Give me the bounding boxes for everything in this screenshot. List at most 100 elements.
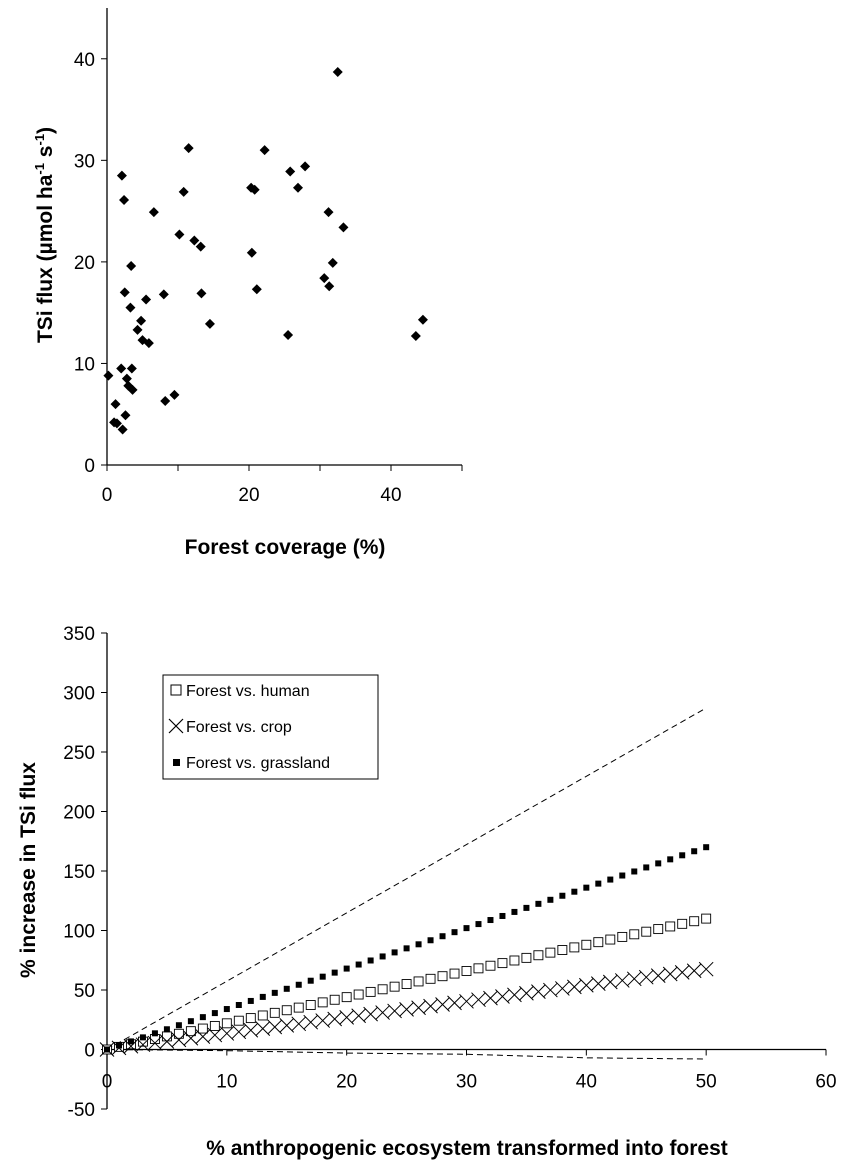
scatter-y-title-part1: TSi flux (µmol ha [34, 174, 57, 343]
series-point [243, 1022, 259, 1038]
series-point [271, 989, 278, 996]
increase-y-tick-label: 350 [63, 624, 95, 645]
legend-item-crop: Forest vs. crop [168, 718, 292, 736]
series-point [187, 1018, 194, 1025]
series-point [399, 1001, 414, 1017]
series-point [689, 916, 700, 927]
scatter-point [127, 384, 138, 395]
legend-grassland-marker [173, 759, 180, 766]
series-point [411, 1000, 426, 1016]
scatter-point [251, 284, 262, 295]
series-point [638, 969, 654, 985]
series-point [295, 981, 302, 988]
series-point [247, 997, 254, 1004]
scatter-point [259, 145, 270, 156]
series-point [653, 924, 664, 935]
series-point [435, 997, 450, 1012]
series-point [578, 977, 594, 993]
scatter-point [120, 410, 131, 421]
increase-bound-line-lower [106, 1049, 707, 1060]
scatter-points [103, 66, 428, 435]
series-point [531, 984, 546, 1000]
series-point [533, 950, 544, 961]
scatter-y-tick-label: 20 [74, 253, 95, 274]
series-point [679, 852, 686, 859]
series-point [535, 900, 542, 907]
series-point [159, 1034, 175, 1049]
scatter-point [160, 396, 171, 407]
series-point [701, 913, 712, 924]
legend-box [162, 674, 379, 780]
series-point [319, 973, 326, 980]
scatter-y-axis-title: TSi flux (µmol ha-1 s-1) [32, 127, 57, 343]
scatter-point [121, 373, 132, 384]
series-point [571, 888, 578, 895]
increase-chart: -50 0 50 100 150 200 250 300 350 0 10 20 30 40 50 60 Fo… [17, 624, 837, 1160]
series-point [353, 989, 364, 1000]
series-point [509, 955, 520, 966]
series-point [185, 1026, 196, 1037]
series-point [123, 1038, 139, 1054]
series-point [617, 931, 628, 942]
scatter-point [158, 289, 169, 300]
scatter-point [204, 318, 215, 329]
series-point [327, 1011, 343, 1027]
series-point [629, 929, 640, 940]
series-point [499, 912, 506, 919]
series-forest-vs-crop [99, 961, 714, 1057]
series-point [614, 973, 630, 988]
scatter-y-title-sup2: -1 [32, 134, 47, 146]
scatter-y-tick-label: 40 [74, 50, 95, 71]
legend-grassland-label: Forest vs. grassland [186, 755, 330, 772]
series-point [331, 969, 338, 976]
series-point [351, 1008, 367, 1024]
series-point [473, 963, 484, 974]
scatter-point [324, 281, 335, 292]
series-point [233, 1015, 244, 1026]
scatter-point [116, 170, 127, 181]
increase-y-tick-label: 0 [84, 1041, 95, 1062]
series-point [115, 1042, 122, 1049]
series-point [447, 995, 462, 1011]
series-point [293, 1002, 304, 1013]
series-point [415, 941, 422, 948]
series-point [449, 968, 460, 979]
series-point [427, 937, 434, 944]
increase-x-tick-label: 10 [216, 1072, 237, 1093]
series-point [221, 1018, 232, 1029]
scatter-point [143, 338, 154, 349]
series-point [555, 981, 570, 996]
series-point [317, 997, 328, 1008]
series-point [437, 971, 448, 982]
series-point [291, 1016, 307, 1032]
series-point [655, 860, 662, 867]
scatter-point [327, 257, 338, 268]
scatter-x-tick-label: 0 [102, 485, 113, 506]
series-point [497, 958, 508, 969]
series-point [686, 963, 702, 979]
series-point [569, 942, 580, 953]
increase-y-tick-label: 150 [63, 862, 95, 883]
scatter-point [189, 235, 200, 246]
series-point [665, 921, 676, 932]
series-point [511, 908, 518, 915]
series-point [543, 982, 558, 998]
series-point [463, 925, 470, 932]
series-point [197, 1023, 208, 1034]
series-point [677, 918, 688, 929]
series-point [593, 937, 604, 948]
legend-crop-marker [168, 718, 184, 734]
scatter-point [417, 314, 428, 325]
series-point [135, 1037, 151, 1053]
series-point [269, 1007, 280, 1018]
series-point [245, 1013, 256, 1024]
series-point [173, 1028, 184, 1039]
legend: Forest vs. human Forest vs. crop Forest … [162, 674, 379, 780]
series-point [367, 957, 374, 964]
increase-series [99, 844, 714, 1057]
legend-item-human: Forest vs. human [170, 683, 310, 700]
series-point [545, 947, 556, 958]
scatter-point [332, 66, 343, 77]
increase-axes [101, 632, 827, 1110]
series-point [255, 1021, 271, 1036]
